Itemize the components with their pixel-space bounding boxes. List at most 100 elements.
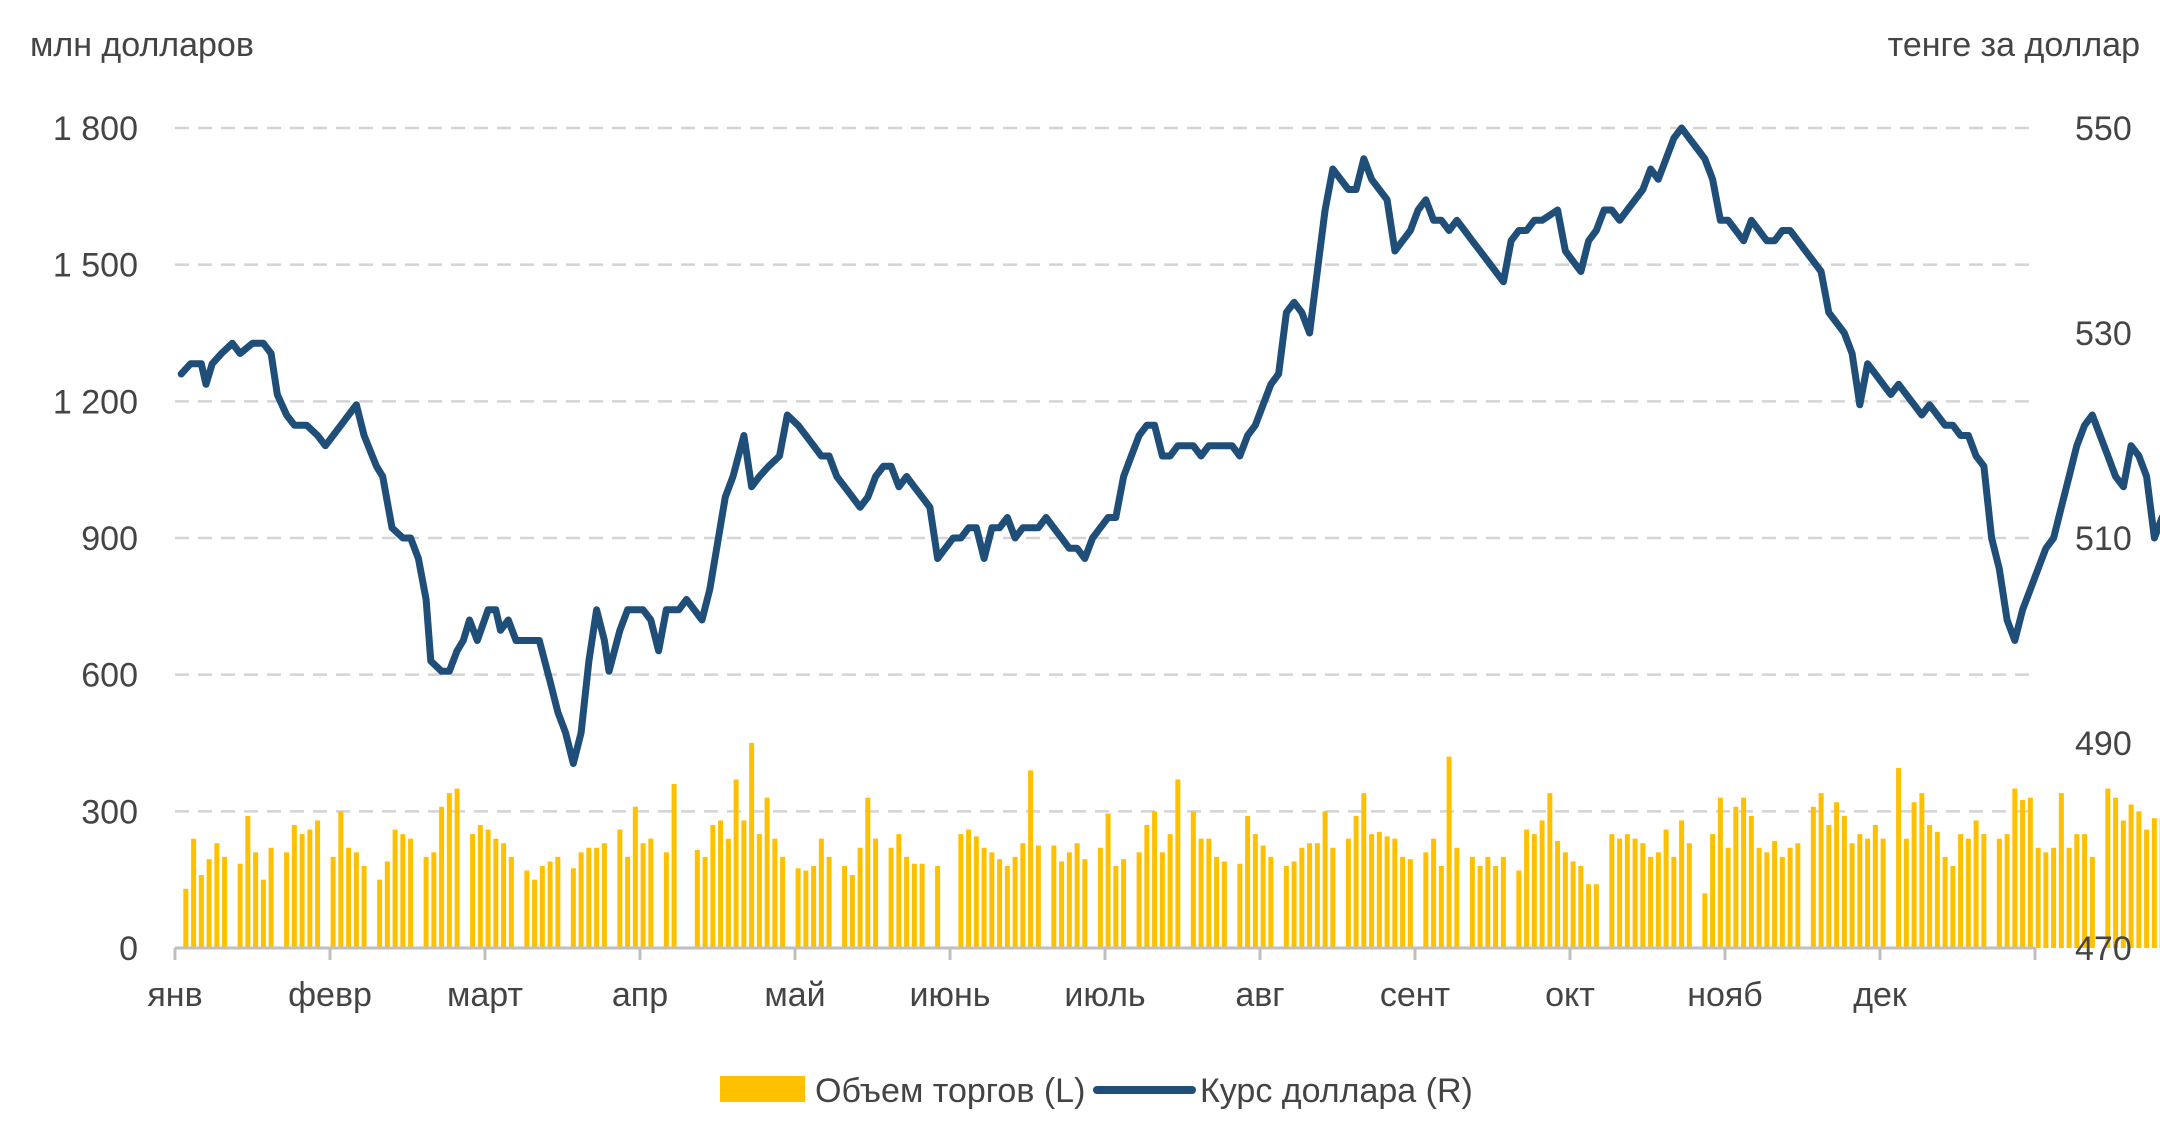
volume-bar bbox=[1733, 806, 1739, 948]
volume-bar bbox=[524, 870, 530, 948]
left-tick-label: 900 bbox=[81, 520, 138, 558]
volume-bar bbox=[338, 811, 344, 948]
volume-bar bbox=[260, 879, 266, 948]
volume-bar bbox=[1586, 884, 1592, 948]
volume-bar bbox=[1469, 856, 1475, 948]
volume-bar bbox=[198, 875, 204, 948]
volume-bar bbox=[1198, 838, 1204, 948]
volume-bar bbox=[1121, 859, 1127, 948]
volume-bar bbox=[183, 888, 189, 948]
bar-series bbox=[183, 743, 2160, 948]
volume-bar bbox=[718, 820, 724, 948]
volume-bar bbox=[1159, 852, 1165, 948]
volume-bar bbox=[470, 834, 476, 948]
volume-bar bbox=[818, 838, 824, 948]
volume-bar bbox=[1702, 893, 1708, 948]
volume-bar bbox=[1384, 836, 1390, 948]
volume-bar bbox=[663, 852, 669, 948]
right-tick-label: 470 bbox=[2075, 930, 2132, 968]
volume-bar bbox=[2136, 811, 2142, 948]
volume-bar bbox=[1756, 847, 1762, 948]
volume-bar bbox=[423, 856, 429, 948]
volume-bar bbox=[493, 838, 499, 948]
volume-bar bbox=[1539, 820, 1545, 948]
volume-bar bbox=[1330, 847, 1336, 948]
volume-bar bbox=[1896, 768, 1902, 948]
volume-bar bbox=[1965, 838, 1971, 948]
left-tick-label: 300 bbox=[81, 793, 138, 831]
left-tick-label: 1 200 bbox=[53, 383, 138, 421]
volume-bar bbox=[2128, 804, 2134, 948]
volume-bar bbox=[710, 825, 716, 948]
volume-bar bbox=[1051, 845, 1057, 948]
volume-bar bbox=[1237, 863, 1243, 948]
volume-bar bbox=[1407, 859, 1413, 948]
volume-bar bbox=[1981, 834, 1987, 948]
left-tick-label: 0 bbox=[119, 930, 138, 968]
volume-bar bbox=[2004, 834, 2010, 948]
volume-bar bbox=[1725, 847, 1731, 948]
volume-bar bbox=[1175, 779, 1181, 948]
volume-bar bbox=[1361, 793, 1367, 948]
left-axis-label: млн долларов bbox=[30, 26, 254, 64]
legend-swatch-volume bbox=[720, 1076, 805, 1102]
x-tick-label: авг bbox=[1235, 976, 1284, 1014]
volume-bar bbox=[888, 847, 894, 948]
volume-bar bbox=[2105, 788, 2111, 948]
volume-bar bbox=[919, 863, 925, 948]
volume-bar bbox=[1671, 856, 1677, 948]
volume-bar bbox=[1268, 856, 1274, 948]
volume-bar bbox=[2058, 793, 2064, 948]
volume-bar bbox=[1655, 852, 1661, 948]
volume-bar bbox=[648, 838, 654, 948]
volume-bar bbox=[1493, 866, 1499, 948]
volume-bar bbox=[1307, 843, 1313, 948]
volume-bar bbox=[377, 879, 383, 948]
volume-bar bbox=[384, 861, 390, 948]
legend: Объем торгов (L) Курс доллара (R) bbox=[720, 1072, 1473, 1110]
volume-bar bbox=[501, 843, 507, 948]
volume-bar bbox=[594, 847, 600, 948]
volume-bar bbox=[1950, 866, 1956, 948]
volume-bar bbox=[725, 838, 731, 948]
volume-bar bbox=[1074, 843, 1080, 948]
volume-bar bbox=[2074, 834, 2080, 948]
volume-bar bbox=[803, 870, 809, 948]
volume-bar bbox=[1438, 866, 1444, 948]
volume-bar bbox=[1810, 806, 1816, 948]
volume-bar bbox=[346, 847, 352, 948]
volume-bar bbox=[1500, 856, 1506, 948]
volume-bar bbox=[555, 856, 561, 948]
volume-bar bbox=[1624, 834, 1630, 948]
volume-bar bbox=[1028, 770, 1034, 948]
volume-bar bbox=[2020, 799, 2026, 948]
exchange-rate-line bbox=[177, 124, 2160, 767]
volume-bar bbox=[1578, 866, 1584, 948]
volume-bar bbox=[640, 843, 646, 948]
x-tick-label: сент bbox=[1380, 976, 1450, 1014]
volume-bar bbox=[849, 875, 855, 948]
volume-bar bbox=[2012, 788, 2018, 948]
volume-bar bbox=[1144, 825, 1150, 948]
volume-bar bbox=[1252, 834, 1258, 948]
volume-bar bbox=[1826, 825, 1832, 948]
volume-bar bbox=[2051, 847, 2057, 948]
x-tick-label: май bbox=[764, 976, 825, 1014]
volume-bar bbox=[431, 852, 437, 948]
volume-bar bbox=[733, 779, 739, 948]
x-tick-label: июль bbox=[1064, 976, 1145, 1014]
volume-bar bbox=[1066, 852, 1072, 948]
volume-bar bbox=[361, 866, 367, 948]
volume-bar bbox=[1973, 820, 1979, 948]
volume-bar bbox=[2043, 852, 2049, 948]
volume-bar bbox=[307, 829, 313, 948]
volume-bar bbox=[191, 838, 197, 948]
volume-bar bbox=[2035, 847, 2041, 948]
left-tick-label: 600 bbox=[81, 657, 138, 695]
volume-bar bbox=[1679, 820, 1685, 948]
volume-bar bbox=[1748, 815, 1754, 948]
volume-bar bbox=[904, 856, 910, 948]
volume-bar bbox=[1547, 793, 1553, 948]
